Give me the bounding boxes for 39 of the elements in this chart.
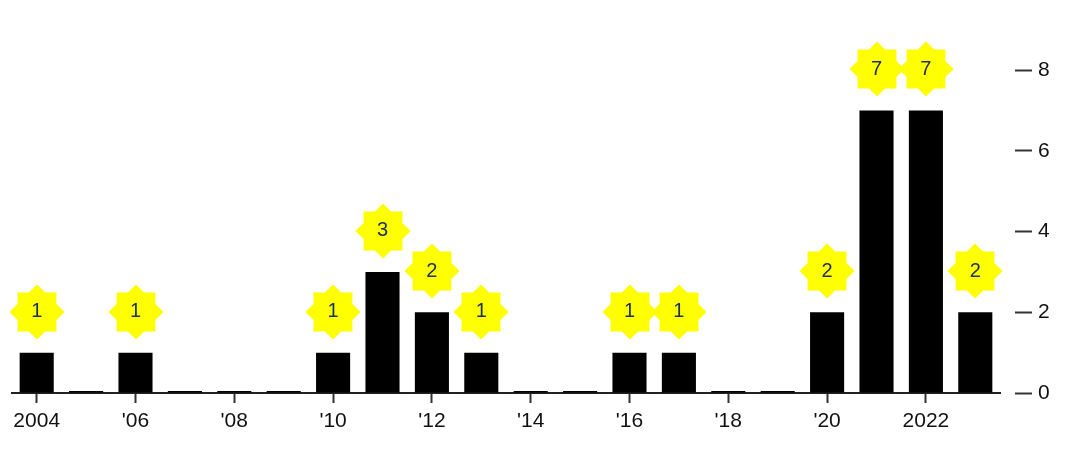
data-label: 1 [129,299,142,322]
y-tick-label: 6 [1038,137,1050,161]
bar [908,110,943,393]
bar [365,271,400,393]
y-tick-label: 2 [1038,299,1050,323]
data-label: 7 [870,56,883,79]
bar [958,312,993,393]
bar [464,352,499,393]
x-tick-label: '16 [615,408,644,432]
bar [612,352,647,393]
x-tick-label: '10 [319,408,347,432]
x-tick-label: '06 [121,408,150,432]
x-tick-label: '14 [517,408,545,432]
data-label: 1 [673,299,685,322]
data-label: 1 [475,299,487,322]
bar [316,352,351,393]
x-tick-label: 2004 [13,408,61,432]
data-label: 3 [376,218,389,241]
bar [118,352,153,393]
data-label: 2 [821,258,833,281]
x-tick-label: '08 [220,408,248,432]
bar [859,110,894,393]
x-tick-label: 2022 [902,408,950,432]
data-label: 2 [426,258,438,281]
data-label: 1 [623,299,636,322]
x-tick-label: '12 [418,408,446,432]
bar [810,312,845,393]
bar [19,352,54,393]
bar [414,312,449,393]
data-label: 1 [327,299,339,322]
bar [661,352,696,393]
y-tick-label: 8 [1038,56,1050,80]
x-tick-label: '18 [714,408,742,432]
x-tick-label: '20 [813,408,841,432]
data-label: 7 [920,56,932,79]
data-label: 1 [31,299,43,322]
y-tick-label: 0 [1038,379,1050,403]
data-label: 2 [969,258,981,281]
y-tick-label: 4 [1038,218,1050,242]
